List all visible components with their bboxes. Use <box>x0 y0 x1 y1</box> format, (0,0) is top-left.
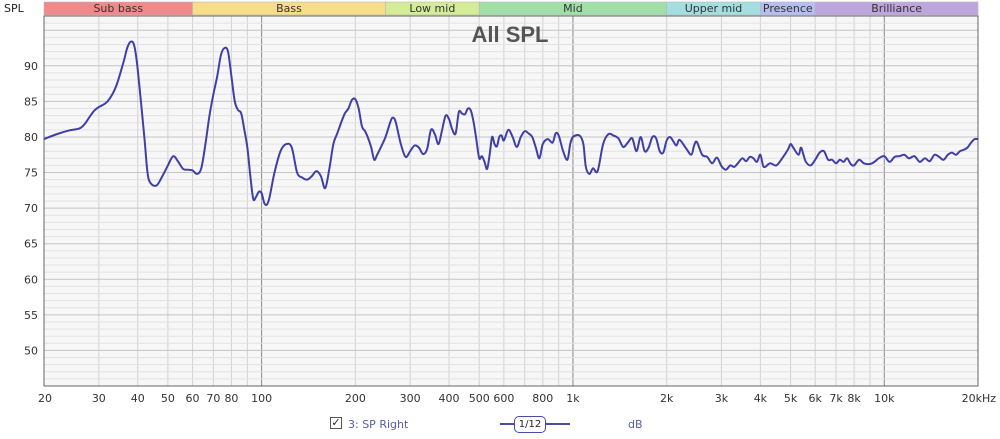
band-label: Sub bass <box>93 2 143 15</box>
x-tick-label: 20kHz <box>962 392 997 405</box>
y-tick-label: 70 <box>24 202 38 215</box>
series-visibility-checkbox[interactable]: ✓ <box>330 416 342 429</box>
x-tick-label: 50 <box>161 392 175 405</box>
band-label: Bass <box>276 2 302 15</box>
x-tick-label: 400 <box>439 392 460 405</box>
x-tick-label: 600 <box>493 392 514 405</box>
x-tick-label: 7k <box>829 392 843 405</box>
x-tick-label: 6k <box>809 392 823 405</box>
y-tick-label: 50 <box>24 344 38 357</box>
x-tick-label: 300 <box>400 392 421 405</box>
x-tick-label: 10k <box>874 392 895 405</box>
y-tick-label: 75 <box>24 167 38 180</box>
x-tick-label: 40 <box>131 392 145 405</box>
y-axis-label: SPL <box>4 2 25 15</box>
y-tick-label: 85 <box>24 95 38 108</box>
x-tick-label: 3k <box>715 392 729 405</box>
x-tick-label: 2k <box>660 392 674 405</box>
band-label: Brilliance <box>871 2 922 15</box>
y-tick-label: 90 <box>24 60 38 73</box>
x-tick-label: 500 <box>469 392 490 405</box>
chart-title: All SPL <box>471 22 548 47</box>
series-line-sp-right <box>43 40 979 207</box>
series-legend-label: 3: SP Right <box>348 418 409 431</box>
legend-bar: ✓ 3: SP Right 1/12 dB <box>0 410 1000 439</box>
x-tick-label: 800 <box>532 392 553 405</box>
x-tick-label: 5k <box>784 392 798 405</box>
band-brilliance <box>814 1 979 16</box>
band-label: Upper mid <box>685 2 743 15</box>
x-tick-label: 8k <box>847 392 861 405</box>
unit-label: dB <box>628 418 643 431</box>
y-tick-label: 65 <box>24 238 38 251</box>
x-tick-label: 1k <box>566 392 580 405</box>
x-tick-label: 200 <box>345 392 366 405</box>
x-tick-label: 80 <box>224 392 238 405</box>
plot-frame <box>43 15 979 387</box>
x-tick-label: 100 <box>251 392 272 405</box>
x-tick-label: 60 <box>186 392 200 405</box>
band-label: Mid <box>563 2 583 15</box>
y-tick-label: 60 <box>24 273 38 286</box>
smoothing-control[interactable]: 1/12 <box>500 415 570 433</box>
smoothing-value[interactable]: 1/12 <box>514 416 546 433</box>
y-tick-label: 80 <box>24 131 38 144</box>
x-tick-label: 30 <box>92 392 106 405</box>
band-label: Presence <box>763 2 813 15</box>
band-label: Low mid <box>409 2 455 15</box>
y-tick-label: 55 <box>24 309 38 322</box>
x-tick-label: 20 <box>38 392 52 405</box>
x-tick-label: 70 <box>206 392 220 405</box>
x-tick-label: 4k <box>754 392 768 405</box>
